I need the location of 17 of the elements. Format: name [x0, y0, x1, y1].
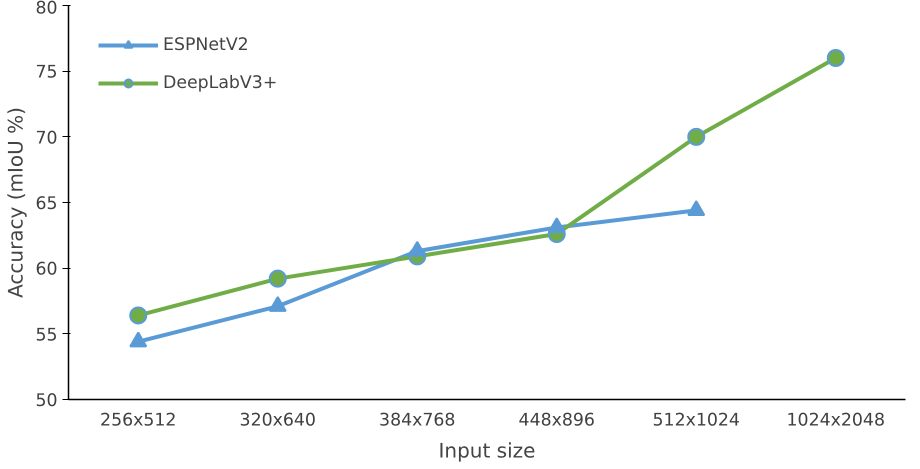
x-tick-label: 384x768 [379, 410, 456, 430]
legend-label: DeepLabV3+ [163, 73, 278, 93]
x-tick-label: 512x1024 [652, 410, 740, 430]
legend-label: ESPNetV2 [163, 35, 249, 55]
y-tick-label: 75 [35, 62, 58, 83]
y-tick-label: 65 [35, 194, 58, 214]
x-tick-label: 320x640 [240, 410, 316, 430]
y-tick-label: 55 [35, 325, 58, 346]
x-tick-label: 256x512 [100, 410, 176, 430]
y-axis-title: Accuracy (mIoU %) [3, 107, 28, 298]
y-tick-label: 60 [35, 260, 58, 280]
y-tick-label: 80 [35, 0, 58, 18]
x-axis-title: Input size [438, 438, 536, 462]
y-tick-label: 70 [35, 128, 58, 148]
x-tick-label: 1024x2048 [786, 410, 885, 430]
y-tick-label: 50 [35, 391, 58, 411]
x-tick-label: 448x896 [518, 410, 595, 430]
